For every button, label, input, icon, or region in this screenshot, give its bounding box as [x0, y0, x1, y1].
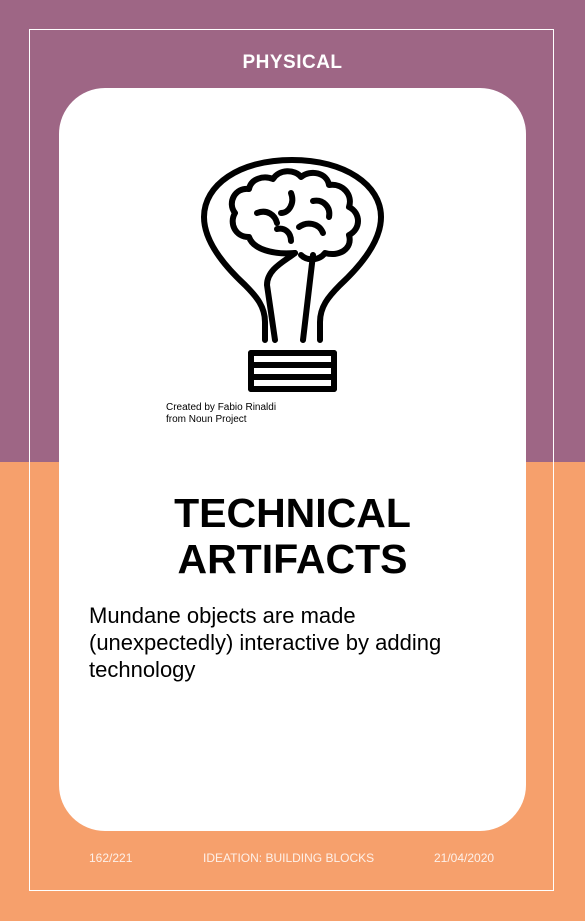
icon-credit: Created by Fabio Rinaldi from Noun Proje…	[166, 402, 276, 426]
credit-line-1: Created by Fabio Rinaldi	[166, 402, 277, 413]
card-panel	[59, 88, 526, 831]
card-title: TECHNICAL ARTIFACTS	[59, 490, 526, 582]
footer-date: 21/04/2020	[434, 851, 495, 865]
category-label: PHYSICAL	[242, 52, 343, 73]
card-frame	[29, 29, 554, 891]
title-line-1: TECHNICAL	[174, 490, 411, 536]
footer-page-number: 162/221	[89, 851, 133, 865]
credit-line-2: from Noun Project	[166, 414, 247, 425]
footer-section: IDEATION: BUILDING BLOCKS	[203, 851, 375, 865]
lightbulb-brain-icon	[195, 157, 390, 397]
card-description: Mundane objects are made (unexpectedly) …	[89, 603, 442, 682]
title-line-2: ARTIFACTS	[177, 536, 408, 582]
